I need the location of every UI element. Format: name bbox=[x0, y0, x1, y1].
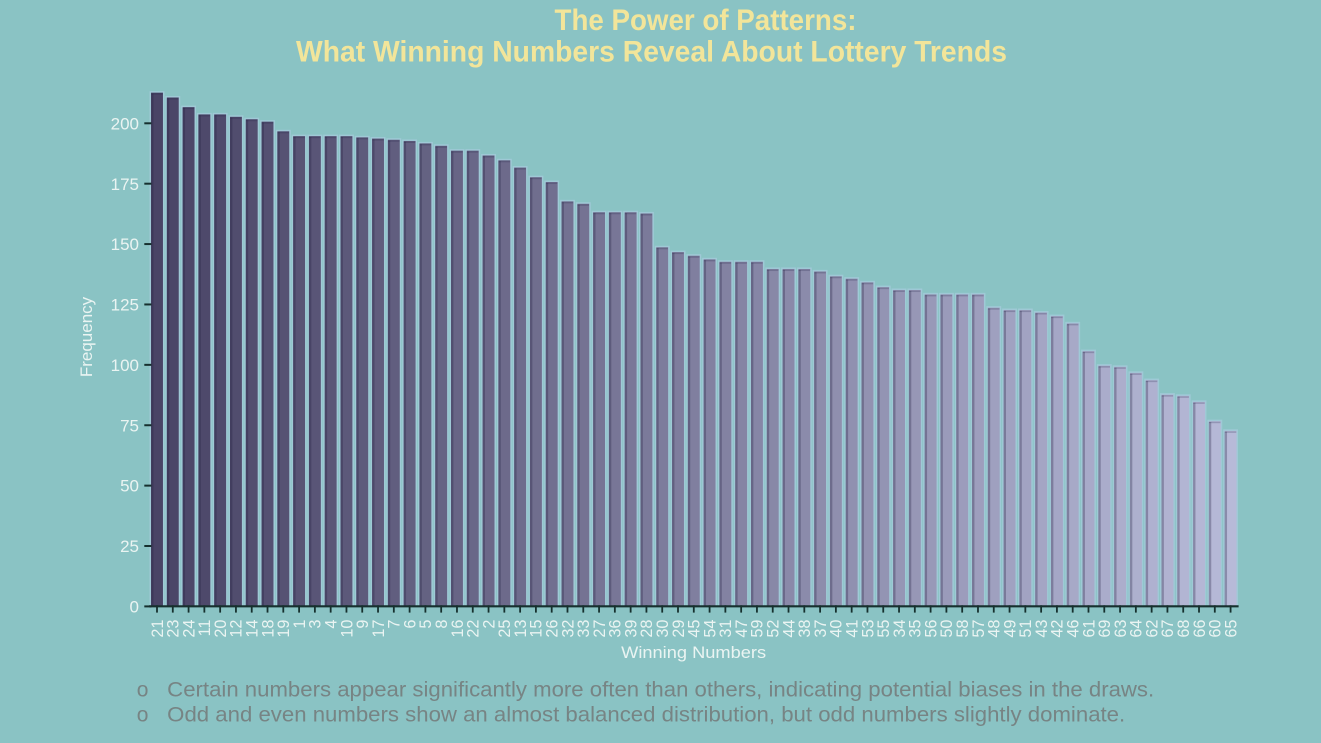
svg-text:25: 25 bbox=[496, 620, 514, 638]
svg-text:43: 43 bbox=[1033, 620, 1051, 638]
svg-text:Frequency: Frequency bbox=[77, 296, 96, 377]
svg-text:150: 150 bbox=[111, 235, 139, 254]
svg-text:61: 61 bbox=[1080, 620, 1098, 638]
svg-text:125: 125 bbox=[111, 296, 139, 315]
svg-text:28: 28 bbox=[638, 620, 656, 638]
svg-text:0: 0 bbox=[130, 598, 139, 617]
svg-text:54: 54 bbox=[701, 620, 719, 638]
svg-text:7: 7 bbox=[386, 620, 404, 629]
svg-text:Certain numbers appear signifi: Certain numbers appear significantly mor… bbox=[167, 678, 1154, 701]
svg-text:21: 21 bbox=[149, 620, 167, 638]
svg-text:o: o bbox=[137, 704, 149, 727]
svg-text:65: 65 bbox=[1222, 620, 1240, 638]
svg-text:100: 100 bbox=[111, 356, 139, 375]
svg-text:60: 60 bbox=[1207, 620, 1225, 638]
svg-text:53: 53 bbox=[859, 620, 877, 638]
svg-text:58: 58 bbox=[954, 620, 972, 638]
svg-text:59: 59 bbox=[749, 620, 767, 638]
svg-text:2: 2 bbox=[480, 620, 498, 629]
svg-text:26: 26 bbox=[544, 620, 562, 638]
svg-text:50: 50 bbox=[120, 477, 139, 496]
svg-text:51: 51 bbox=[1017, 620, 1035, 638]
svg-text:30: 30 bbox=[654, 620, 672, 638]
svg-text:62: 62 bbox=[1143, 620, 1161, 638]
svg-text:75: 75 bbox=[120, 416, 139, 435]
svg-text:64: 64 bbox=[1128, 620, 1146, 638]
svg-text:69: 69 bbox=[1096, 620, 1114, 638]
svg-text:41: 41 bbox=[843, 620, 861, 638]
svg-text:35: 35 bbox=[907, 620, 925, 638]
svg-text:13: 13 bbox=[512, 620, 530, 638]
svg-text:56: 56 bbox=[922, 620, 940, 638]
svg-text:18: 18 bbox=[259, 620, 277, 638]
svg-text:11: 11 bbox=[196, 620, 214, 637]
svg-text:37: 37 bbox=[812, 620, 830, 638]
svg-text:42: 42 bbox=[1049, 620, 1067, 638]
svg-text:3: 3 bbox=[307, 620, 325, 629]
svg-text:40: 40 bbox=[828, 620, 846, 638]
svg-text:9: 9 bbox=[354, 620, 372, 629]
svg-text:31: 31 bbox=[717, 620, 735, 638]
svg-text:16: 16 bbox=[449, 620, 467, 638]
svg-text:36: 36 bbox=[607, 620, 625, 638]
svg-text:23: 23 bbox=[165, 620, 183, 638]
svg-text:12: 12 bbox=[228, 620, 246, 638]
svg-text:What Winning Numbers Reveal Ab: What Winning Numbers Reveal About Lotter… bbox=[296, 36, 1007, 69]
svg-text:200: 200 bbox=[111, 114, 139, 133]
svg-text:14: 14 bbox=[244, 620, 262, 638]
svg-text:48: 48 bbox=[986, 620, 1004, 638]
svg-text:46: 46 bbox=[1065, 620, 1083, 638]
svg-text:19: 19 bbox=[275, 620, 293, 638]
svg-text:10: 10 bbox=[338, 620, 356, 638]
svg-text:50: 50 bbox=[938, 620, 956, 638]
svg-text:57: 57 bbox=[970, 620, 988, 638]
svg-text:34: 34 bbox=[891, 620, 909, 638]
svg-text:29: 29 bbox=[670, 620, 688, 638]
svg-text:55: 55 bbox=[875, 620, 893, 638]
svg-text:27: 27 bbox=[591, 620, 609, 638]
svg-text:8: 8 bbox=[433, 620, 451, 629]
svg-text:38: 38 bbox=[796, 620, 814, 638]
svg-text:68: 68 bbox=[1175, 620, 1193, 638]
svg-text:22: 22 bbox=[465, 620, 483, 638]
svg-text:25: 25 bbox=[120, 537, 139, 556]
svg-text:Odd and even numbers show an a: Odd and even numbers show an almost bala… bbox=[167, 704, 1125, 727]
svg-text:o: o bbox=[137, 678, 149, 701]
svg-text:32: 32 bbox=[559, 620, 577, 638]
svg-text:66: 66 bbox=[1191, 620, 1209, 638]
svg-text:45: 45 bbox=[686, 620, 704, 638]
svg-text:47: 47 bbox=[733, 620, 751, 638]
svg-text:Winning Numbers: Winning Numbers bbox=[621, 643, 766, 662]
svg-text:39: 39 bbox=[622, 620, 640, 638]
svg-text:The Power of Patterns:: The Power of Patterns: bbox=[555, 4, 857, 37]
svg-text:1: 1 bbox=[291, 620, 309, 629]
svg-text:17: 17 bbox=[370, 620, 388, 638]
svg-text:63: 63 bbox=[1112, 620, 1130, 638]
svg-text:24: 24 bbox=[180, 620, 198, 638]
svg-text:33: 33 bbox=[575, 620, 593, 638]
svg-text:44: 44 bbox=[780, 620, 798, 638]
svg-text:20: 20 bbox=[212, 620, 230, 638]
svg-text:67: 67 bbox=[1159, 620, 1177, 638]
svg-text:52: 52 bbox=[765, 620, 783, 638]
svg-text:5: 5 bbox=[417, 620, 435, 629]
svg-text:175: 175 bbox=[111, 175, 139, 194]
svg-text:6: 6 bbox=[401, 620, 419, 629]
svg-text:4: 4 bbox=[322, 620, 340, 629]
svg-text:49: 49 bbox=[1001, 620, 1019, 638]
svg-text:15: 15 bbox=[528, 620, 546, 638]
